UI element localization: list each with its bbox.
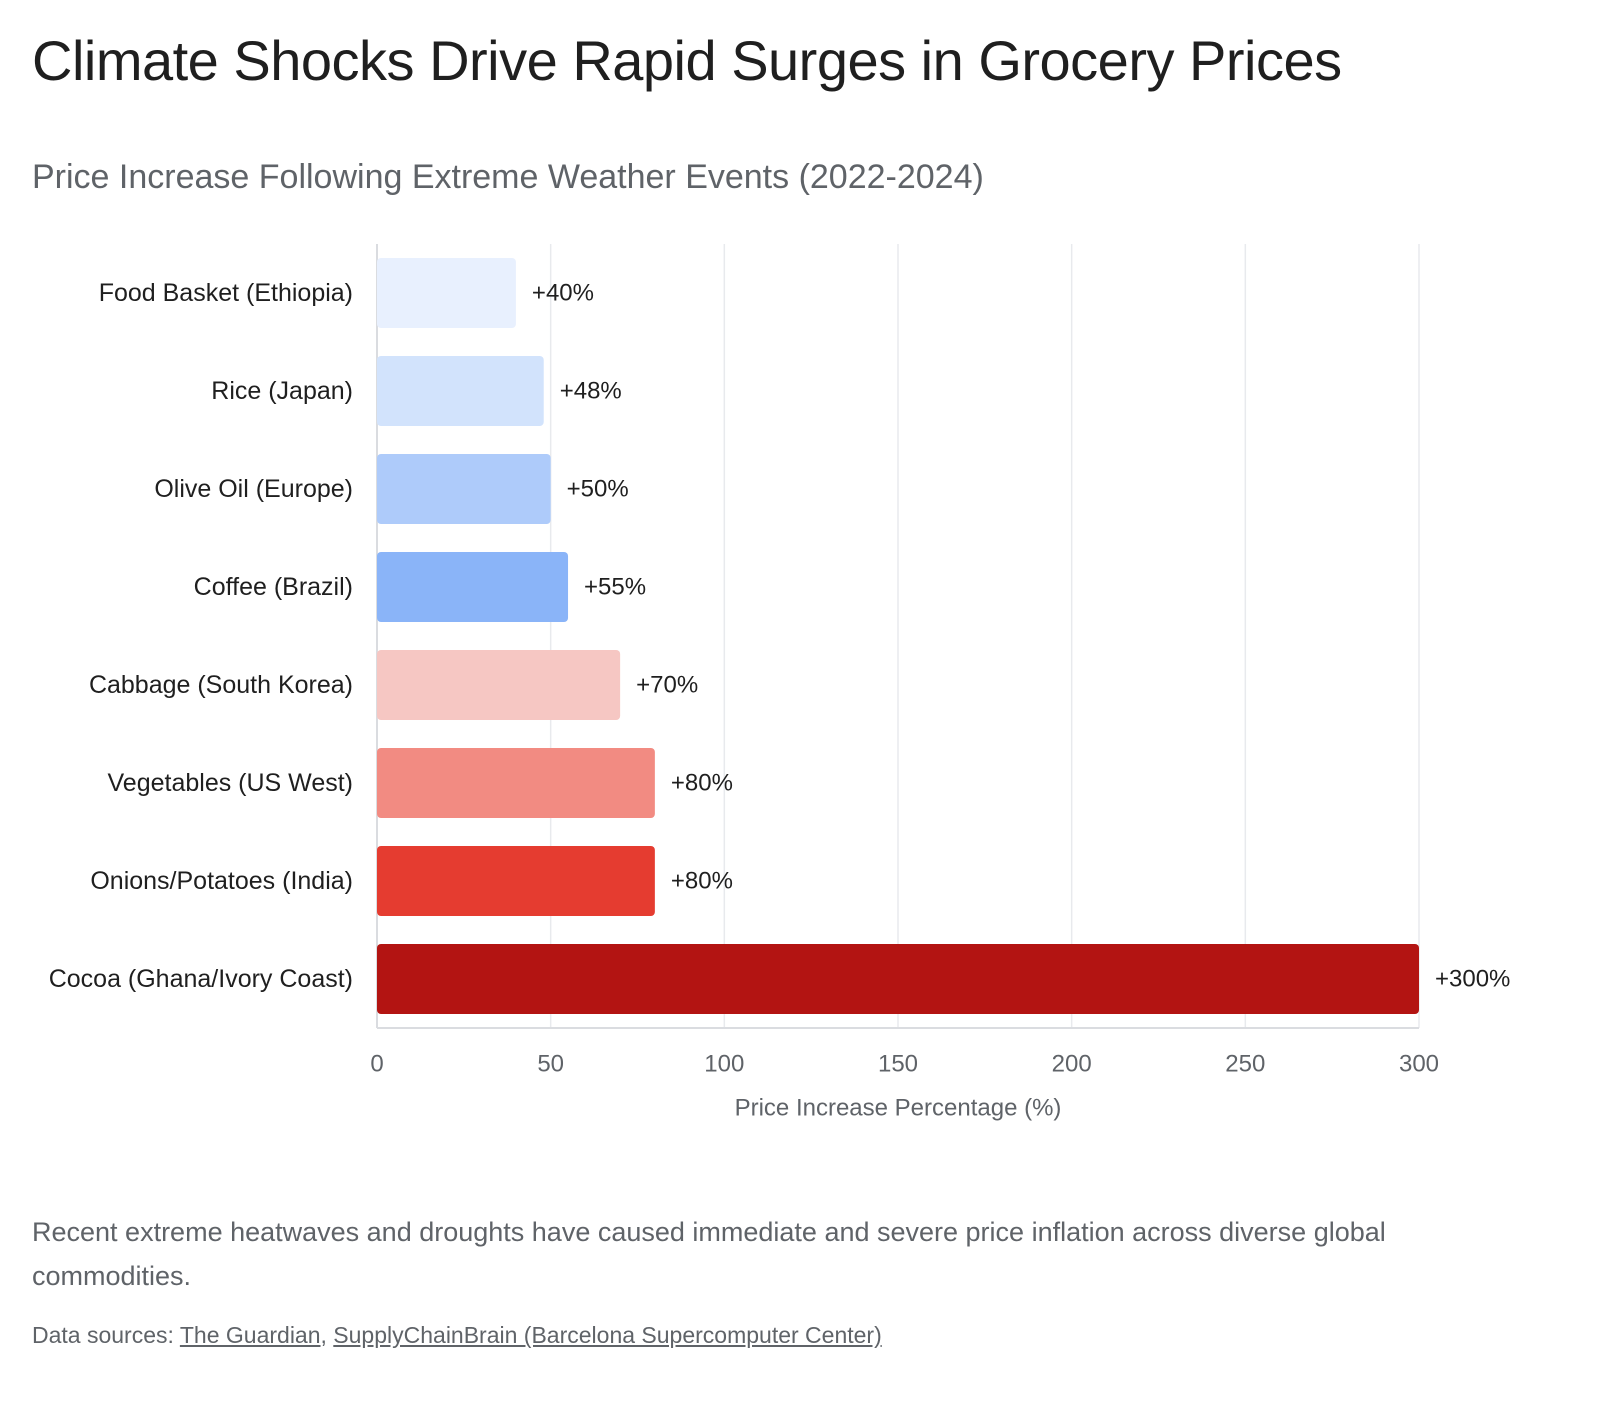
bar[interactable]: [377, 846, 655, 916]
x-tick-label: 250: [1225, 1051, 1265, 1078]
bar[interactable]: [377, 258, 516, 328]
source-link-supplychainbrain[interactable]: SupplyChainBrain (Barcelona Supercompute…: [333, 1322, 882, 1348]
bar[interactable]: [377, 552, 569, 622]
data-label: +70%: [636, 672, 698, 699]
bar[interactable]: [377, 356, 544, 426]
sources-separator: ,: [320, 1322, 334, 1348]
category-label: Food Basket (Ethiopia): [99, 279, 353, 307]
category-label: Cabbage (South Korea): [89, 671, 353, 699]
category-label: Onions/Potatoes (India): [90, 867, 353, 895]
x-axis-title: Price Increase Percentage (%): [735, 1095, 1062, 1122]
sources-prefix: Data sources:: [32, 1322, 180, 1348]
x-tick-label: 300: [1399, 1051, 1439, 1078]
bar[interactable]: [377, 748, 655, 818]
source-link-guardian[interactable]: The Guardian: [179, 1322, 321, 1348]
x-tick-label: 200: [1052, 1051, 1092, 1078]
data-label: +48%: [560, 378, 622, 405]
data-label: +55%: [584, 574, 646, 601]
x-tick-label: 50: [537, 1051, 564, 1078]
category-label: Vegetables (US West): [108, 769, 353, 797]
data-label: +40%: [532, 280, 594, 307]
chart-subtitle: Price Increase Following Extreme Weather…: [32, 158, 984, 196]
bar[interactable]: [377, 944, 1419, 1014]
bar-chart: Food Basket (Ethiopia) +40% Rice (Japan) +4…: [49, 244, 1510, 1122]
category-label: Olive Oil (Europe): [154, 475, 353, 503]
category-label: Coffee (Brazil): [194, 573, 353, 601]
data-sources: Data sources: The Guardian, SupplyChainB…: [32, 1322, 882, 1349]
x-tick-label: 100: [704, 1051, 744, 1078]
x-tick-label: 150: [878, 1051, 918, 1078]
chart-description: Recent extreme heatwaves and droughts ha…: [32, 1217, 1386, 1291]
x-tick-label: 0: [370, 1051, 383, 1078]
bar[interactable]: [377, 454, 551, 524]
category-label: Rice (Japan): [211, 377, 353, 405]
data-label: +80%: [671, 868, 733, 895]
category-label: Cocoa (Ghana/Ivory Coast): [49, 965, 353, 993]
data-label: +80%: [671, 770, 733, 797]
data-label: +50%: [567, 476, 629, 503]
chart-title: Climate Shocks Drive Rapid Surges in Gro…: [32, 29, 1342, 92]
data-label: +300%: [1435, 966, 1510, 993]
bar[interactable]: [377, 650, 621, 720]
